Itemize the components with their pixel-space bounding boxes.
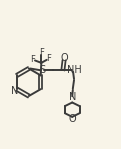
Text: S: S [39, 65, 46, 75]
Text: F: F [39, 48, 44, 57]
Text: F: F [30, 55, 35, 64]
Text: O: O [68, 114, 76, 124]
Text: F: F [46, 53, 51, 63]
Text: O: O [61, 52, 68, 63]
Text: NH: NH [67, 65, 82, 75]
Text: N: N [68, 92, 76, 102]
Text: N: N [11, 86, 18, 96]
